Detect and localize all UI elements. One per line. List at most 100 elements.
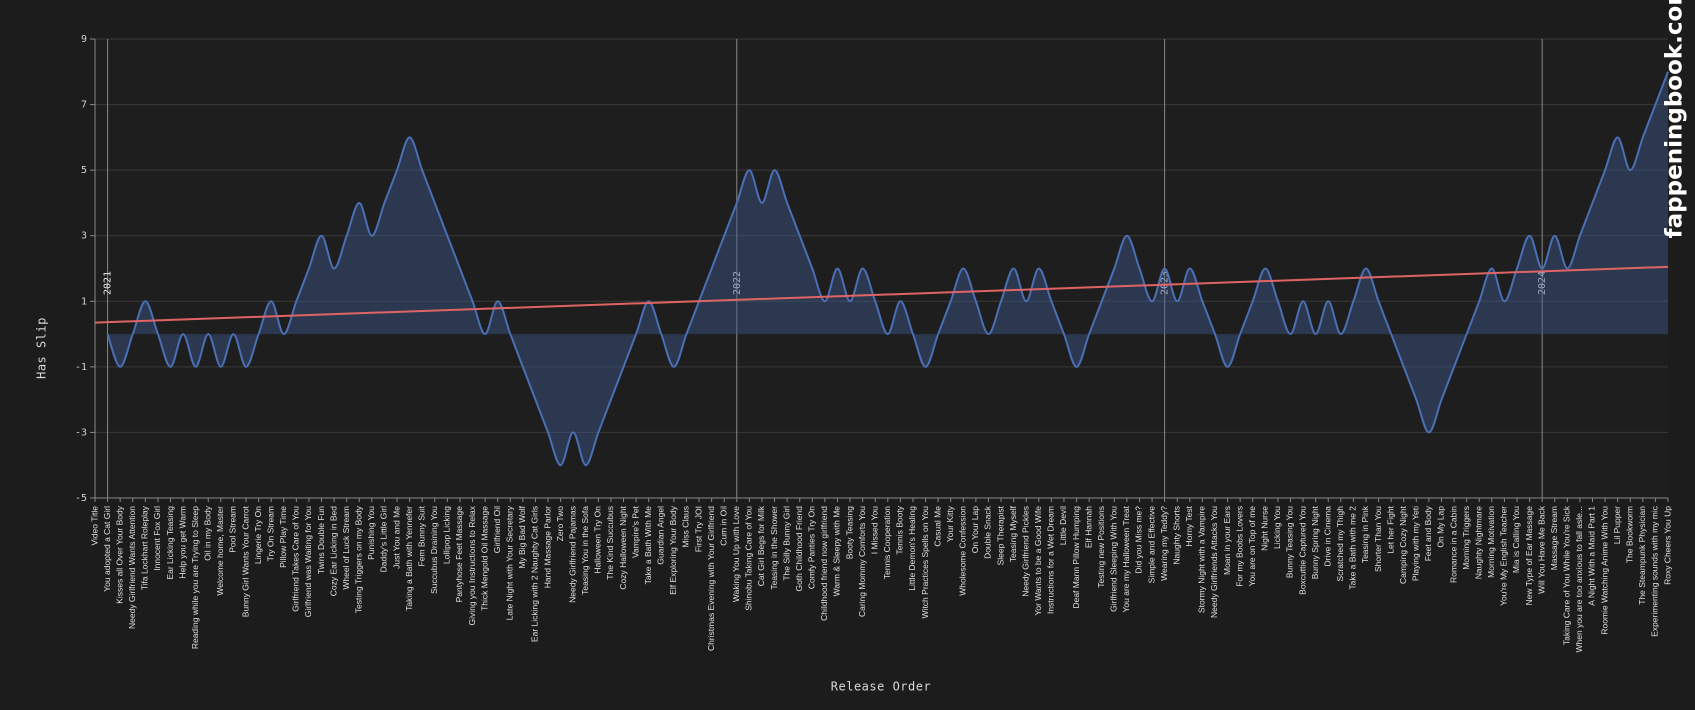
x-tick-label: Tennis Cooperation (882, 506, 892, 580)
x-tick-label: Teasing in the Shower (769, 506, 779, 590)
x-tick-label: Teasing Myself (1008, 505, 1018, 562)
y-tick-label: 1 (81, 296, 87, 307)
x-tick-label: The Kind Succubus (605, 506, 615, 580)
x-tick-label: Tifa Lockhart Roleplay (140, 505, 150, 590)
x-tick-label: Yor Wants to be a Good Wife (1033, 506, 1043, 616)
x-tick-label: Reading while you are Trying to Sleep (190, 506, 200, 649)
y-tick-label: -5 (75, 493, 87, 504)
x-tick-label: Try On Stream (265, 506, 275, 561)
y-tick-label: 5 (81, 165, 87, 176)
x-tick-label: Comfy Panties Try On (807, 506, 817, 589)
x-tick-label: Help you get Warm (177, 506, 187, 578)
x-tick-label: Bunny Girl Wants Your Carrot (240, 505, 250, 617)
x-tick-label: Childhood friend now girlfriend (819, 506, 829, 621)
x-tick-label: Warm & Sleepy with Me (832, 506, 842, 597)
line (106, 71, 1669, 467)
x-tick-label: Wheel of Luck Stream (341, 506, 351, 590)
x-tick-label: Teasing in Pink (1360, 505, 1370, 563)
x-tick-label: You're My English Teacher (1499, 506, 1509, 606)
x-tick-label: Girlfriend Takes Care of You (291, 506, 301, 612)
x-tick-label: Testing new Positions (1096, 506, 1106, 588)
x-tick-label: Massage Stream (1549, 506, 1559, 570)
x-tick-label: You are my Halloween Treat (1121, 505, 1131, 612)
x-tick-label: Guardian Angel (656, 506, 666, 565)
x-tick-label: Pool Stream (228, 506, 238, 553)
x-tick-label: Little Devil (1058, 506, 1068, 545)
x-tick-label: Will You Have Me Back (1536, 505, 1546, 594)
x-tick-label: On My Lap (1436, 506, 1446, 548)
x-tick-label: Elf Exploring Your Body (668, 505, 678, 595)
x-tick-label: Cum in Oil (718, 506, 728, 546)
x-tick-label: Take a Bath With Me (643, 506, 653, 585)
x-tick-label: Taking a Bath with Yennefer (404, 506, 414, 611)
x-tick-label: Take a Bath with me 2 (1348, 506, 1358, 590)
x-tick-label: Oil in my Body (203, 505, 213, 561)
x-tick-label: You are on Top of me (1247, 506, 1257, 587)
x-tick-label: Taking Care of You While You're Sick (1562, 505, 1572, 645)
x-tick-label: Roxy Cheers You Up (1662, 506, 1672, 585)
x-tick-label: Shorter Than You (1373, 506, 1383, 572)
plot-area (95, 39, 1668, 498)
x-tick-label: Cat Girl Begs for Milk (756, 505, 766, 586)
x-tick-label: Little Demon's Healing (907, 506, 917, 591)
x-tick-label: On Your Lap (970, 506, 980, 554)
x-tick-label: Thick Mengold Oil Massage (479, 506, 489, 611)
x-tick-label: Naughty Shorts (1171, 506, 1181, 565)
x-tick-label: Moan in your Ears (1222, 506, 1232, 575)
x-tick-label: Lil Pupper (1612, 506, 1622, 544)
x-tick-label: Did you Miss me? (1134, 506, 1144, 574)
x-tick-label: Needy Girlfriends Attacks You (1209, 506, 1219, 618)
x-tick-label: You adopted a Cat Girl (102, 506, 112, 592)
x-tick-label: Double Snack (983, 505, 993, 559)
x-tick-label: Booty Teasing (844, 506, 854, 560)
x-tick-label: Cozy Ear Licking in Bed (328, 506, 338, 597)
x-tick-label: Testing Triggers on my Body (354, 505, 364, 613)
x-tick-label: Night Nurse (1260, 506, 1270, 551)
x-tick-label: Simple and Effective (1146, 506, 1156, 584)
x-tick-label: Needy Girlfriend Pajamas (567, 506, 577, 603)
year-label: 2023 (1160, 271, 1171, 295)
x-tick-label: Zero Two (555, 506, 565, 542)
x-tick-label: Succubus Draining You (429, 506, 439, 594)
x-tick-label: Tennis Booty (895, 505, 905, 554)
x-tick-label: Welcome home, Master (215, 506, 225, 596)
y-axis-title: Has Slip (35, 317, 49, 379)
x-tick-label: Elf Hannah (1083, 506, 1093, 548)
x-tick-label: Scratched my Thigh (1335, 506, 1345, 582)
x-tick-label: Roomie Watching Anime With You (1599, 506, 1609, 635)
x-tick-label: Caring Mommy Comforts You (857, 506, 867, 617)
x-tick-label: Playing with my Yeti (1411, 506, 1421, 581)
x-tick-label: Stormy Night with a Vampire (1197, 506, 1207, 613)
x-tick-label: Horny Test (1184, 505, 1194, 546)
x-tick-label: Hand Massage Parlor (542, 506, 552, 588)
x-tick-label: Your Kitty (945, 505, 955, 542)
x-tick-label: Waking You Up with Love (731, 506, 741, 602)
x-tick-label: I Missed You (869, 506, 879, 554)
x-tick-label: My Big Bad Wolf (517, 505, 527, 568)
y-tick-label: 7 (81, 100, 87, 111)
x-tick-label: Romance in a Cabin (1448, 506, 1458, 583)
x-tick-label: The Bookworm (1624, 506, 1634, 563)
x-tick-label: Halloween Try On (593, 506, 603, 574)
x-tick-label: Video Title (89, 506, 99, 546)
x-tick-label: Sleep Therapist (995, 505, 1005, 565)
x-tick-label: Drive in Cinema (1322, 506, 1332, 567)
x-tick-label: Teasing You in the Sofa (580, 506, 590, 595)
x-tick-label: New Type of Ear Massage (1524, 506, 1534, 606)
x-tick-label: Feet and Body (1423, 505, 1433, 561)
x-tick-label: Needy Girlfriend Pickles (1020, 506, 1030, 597)
x-tick-label: Needy Girlfriend Wants Attention (127, 506, 137, 629)
x-tick-label: Bunny Spring Night (1310, 505, 1320, 579)
area (107, 71, 1669, 466)
x-tick-label: Vampire's Pet (630, 505, 640, 558)
x-tick-label: Innocent Fox Girl (152, 506, 162, 571)
x-tick-label: Experimenting sounds with my mic (1650, 505, 1660, 637)
x-tick-label: Witch Practices Spells on You (920, 506, 930, 619)
x-tick-label: Goth Childhood Friend (794, 506, 804, 592)
x-tick-label: Fem Bunny Suit (416, 505, 426, 566)
year-label: 2024 (1537, 271, 1548, 295)
x-tick-label: Daddy's Little Girl (379, 506, 389, 572)
x-tick-label: Deaf Mann Pillow Humping (1071, 506, 1081, 609)
x-tick-label: Kisses all Over Your Body (114, 505, 124, 604)
x-tick-label: Naughty Nightmare (1473, 506, 1483, 580)
